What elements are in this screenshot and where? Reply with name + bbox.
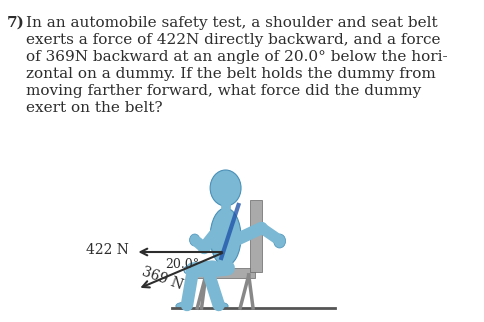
Text: of 369N backward at an angle of 20.0° below the hori-: of 369N backward at an angle of 20.0° be… (26, 50, 446, 64)
Text: exerts a force of 422N directly backward, and a force: exerts a force of 422N directly backward… (26, 33, 439, 47)
Bar (193, 268, 254, 278)
Text: 7): 7) (7, 16, 25, 30)
Text: zontal on a dummy. If the belt holds the dummy from: zontal on a dummy. If the belt holds the… (26, 67, 435, 81)
Circle shape (183, 267, 190, 273)
Text: exert on the belt?: exert on the belt? (26, 101, 162, 115)
Bar (250, 200, 261, 272)
Circle shape (212, 267, 219, 273)
Text: 422 N: 422 N (86, 243, 128, 257)
Circle shape (189, 234, 199, 246)
Circle shape (224, 264, 230, 271)
Text: 20.0°: 20.0° (165, 258, 199, 271)
Ellipse shape (214, 302, 227, 309)
Circle shape (232, 238, 239, 244)
Ellipse shape (210, 208, 241, 266)
Circle shape (201, 244, 207, 251)
Text: moving farther forward, what force did the dummy: moving farther forward, what force did t… (26, 84, 420, 98)
Circle shape (210, 170, 241, 206)
Circle shape (258, 224, 264, 232)
Ellipse shape (176, 302, 189, 309)
Text: 369 N: 369 N (140, 265, 184, 292)
Circle shape (273, 234, 285, 248)
Circle shape (209, 264, 215, 271)
Text: In an automobile safety test, a shoulder and seat belt: In an automobile safety test, a shoulder… (26, 16, 437, 30)
